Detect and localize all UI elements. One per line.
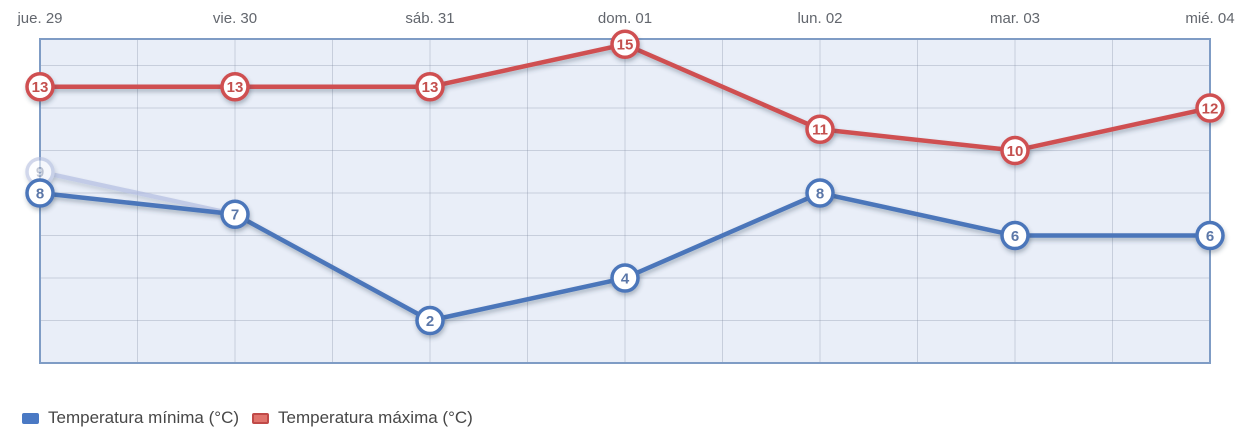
data-point-circle: [610, 29, 640, 60]
day-label: mié. 04: [1185, 10, 1234, 27]
data-point-marker[interactable]: 15: [610, 29, 640, 60]
legend-item-temp-max[interactable]: Temperatura máxima (°C): [252, 408, 473, 428]
data-point-marker[interactable]: 13: [220, 72, 250, 102]
chart-legend: Temperatura mínima (°C) Temperatura máxi…: [22, 408, 1245, 428]
data-point-circle: [1195, 220, 1225, 251]
data-point-circle: [610, 263, 640, 293]
legend-label-temp-max: Temperatura máxima (°C): [278, 408, 473, 427]
data-point-circle: [1195, 93, 1225, 123]
weather-temperature-widget: jue. 29 vie. 30 sáb. 31 dom. 01 lun. 02 mar. …: [16, 10, 1245, 428]
data-point-value: 8: [816, 185, 824, 202]
data-point-marker[interactable]: 2: [415, 305, 445, 336]
data-point-circle: [1000, 135, 1030, 166]
data-point-marker[interactable]: 8: [25, 178, 55, 208]
day-label: mar. 03: [990, 10, 1040, 27]
data-point-marker[interactable]: 4: [610, 263, 640, 293]
max-temp-points: 13 13 13 15 11 10 12: [25, 29, 1225, 166]
data-point-marker[interactable]: 7: [220, 199, 250, 230]
legend-item-temp-min[interactable]: Temperatura mínima (°C): [22, 408, 239, 428]
data-point-value: 10: [1007, 143, 1024, 160]
data-point-value: 13: [32, 79, 49, 96]
day-label: sáb. 31: [405, 10, 454, 27]
ghost-point-label: 9: [36, 164, 44, 181]
day-label: dom. 01: [598, 10, 652, 27]
data-point-value: 11: [812, 122, 828, 139]
data-point-value: 13: [422, 79, 439, 96]
data-point-circle: [25, 178, 55, 208]
data-point-value: 2: [426, 313, 434, 330]
data-point-marker[interactable]: 10: [1000, 135, 1030, 166]
day-label: lun. 02: [797, 10, 842, 27]
data-point-value: 15: [617, 37, 634, 54]
data-point-marker[interactable]: 11: [805, 114, 835, 145]
ghost-line: [39, 169, 236, 217]
data-point-marker[interactable]: 12: [1195, 93, 1225, 123]
x-axis-labels: jue. 29 vie. 30 sáb. 31 dom. 01 lun. 02 mar. …: [16, 10, 1234, 27]
data-point-circle: [415, 305, 445, 336]
data-point-marker[interactable]: 13: [415, 72, 445, 102]
data-point-marker[interactable]: 13: [25, 72, 55, 102]
data-point-circle: [25, 72, 55, 102]
data-point-marker[interactable]: 8: [805, 178, 835, 208]
data-point-circle: [415, 72, 445, 102]
data-point-circle: [220, 199, 250, 230]
data-point-value: 13: [227, 79, 244, 96]
day-label: vie. 30: [213, 10, 257, 27]
data-point-value: 7: [231, 207, 239, 224]
legend-swatch-temp-min: [22, 412, 39, 424]
data-point-circle: [1000, 220, 1030, 251]
data-point-value: 12: [1202, 100, 1219, 117]
legend-label-temp-min: Temperatura mínima (°C): [48, 408, 240, 427]
temperature-chart: jue. 29 vie. 30 sáb. 31 dom. 01 lun. 02 mar. …: [16, 10, 1235, 364]
data-point-marker[interactable]: 6: [1000, 220, 1030, 251]
data-point-value: 8: [36, 185, 44, 202]
data-point-circle: [220, 72, 250, 102]
data-point-circle: [805, 114, 835, 145]
data-point-value: 4: [621, 270, 630, 287]
legend-swatch-temp-max: [252, 412, 270, 424]
min-temp-points: 8 7 2 4 8 6 6: [25, 178, 1225, 336]
data-point-circle: [805, 178, 835, 208]
data-point-value: 6: [1206, 228, 1214, 245]
data-point-value: 6: [1011, 228, 1019, 245]
data-point-marker[interactable]: 6: [1195, 220, 1225, 251]
grid-lines: [40, 39, 1210, 363]
day-label: jue. 29: [16, 10, 62, 27]
